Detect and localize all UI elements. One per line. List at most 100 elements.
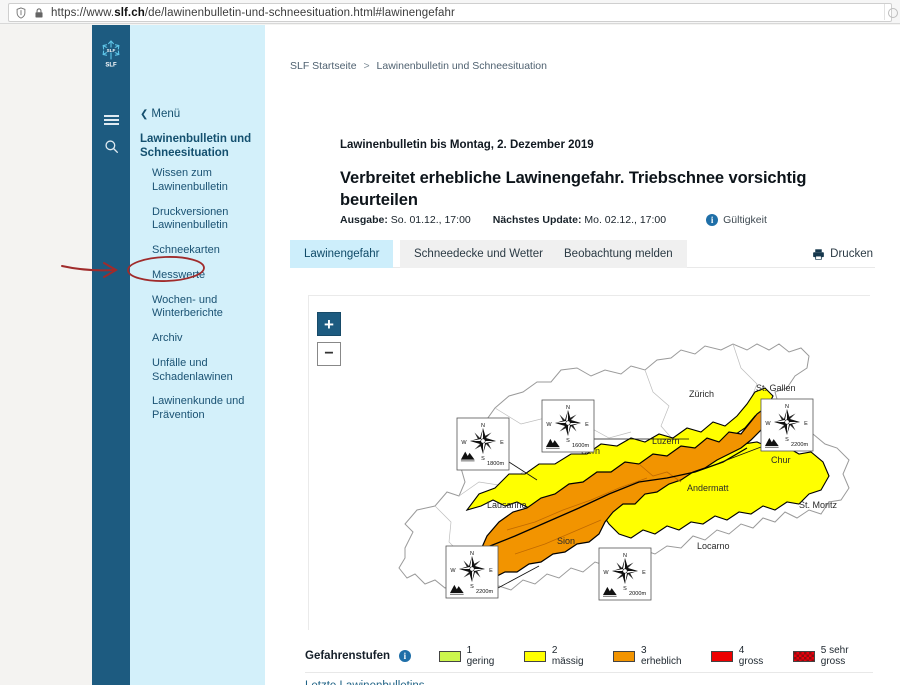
browser-toolbar: https://www.slf.ch/de/lawinenbulletin-un… (0, 0, 900, 24)
toolbar-overflow[interactable] (884, 4, 898, 20)
compass-s-label: S (623, 586, 627, 592)
tab-beobachtung[interactable]: Beobachtung melden (550, 240, 687, 268)
compass-s-label: S (470, 584, 474, 590)
sidebar-item-wissen[interactable]: Wissen zum Lawinenbulletin (152, 167, 228, 193)
leader-wallis (497, 565, 540, 589)
compass-n-label: N (481, 423, 485, 429)
city-label-stgallen: St. Gallen (756, 383, 796, 393)
sidebar-item-druckversionen[interactable]: Druckversionen Lawinenbulletin (152, 205, 229, 232)
legend-label-4: 4 gross (738, 645, 764, 667)
slf-logo[interactable]: SLF SLF (92, 31, 130, 79)
city-label-andermatt: Andermatt (687, 483, 729, 493)
url-text: https://www.slf.ch/de/lawinenbulletin-un… (51, 6, 455, 19)
compass-s-label: S (481, 456, 485, 462)
bulletin-date: Lawinenbulletin bis Montag, 2. Dezember … (340, 139, 594, 151)
compass-e-label: E (804, 421, 808, 427)
navigation-rail: SLF SLF (92, 25, 130, 685)
legend-title: Gefahrenstufen (305, 650, 390, 662)
sidebar-item-lawinenkunde[interactable]: Lawinenkunde und Prävention (152, 395, 245, 421)
breadcrumb-separator: > (363, 60, 370, 72)
tab-schneedecke[interactable]: Schneedecke und Wetter (400, 240, 557, 268)
sidebar-item-schneekarten[interactable]: Schneekarten (152, 244, 220, 256)
validity-link[interactable]: i Gültigkeit (706, 214, 767, 226)
menu-back-label: Menü (151, 108, 181, 120)
sidebar-nav-list: Wissen zum Lawinenbulletin Druckversione… (152, 167, 264, 434)
info-icon: i (706, 214, 719, 226)
compass-e-label: E (489, 568, 493, 574)
info-icon[interactable]: i (399, 650, 411, 662)
address-bar[interactable]: https://www.slf.ch/de/lawinenbulletin-un… (8, 3, 892, 22)
validity-label: Gültigkeit (723, 214, 767, 226)
tab-lawinengefahr[interactable]: Lawinengefahr (290, 240, 394, 268)
legend-label-5: 5 sehr gross (820, 645, 849, 667)
menu-back-link[interactable]: ❮ Menü (140, 108, 180, 120)
compass-box-wallis: N E S W 2200m (445, 545, 499, 599)
legend-swatch-5 (793, 650, 815, 662)
city-label-lausanne: Lausanne (487, 500, 527, 510)
compass-box-tessin: N E S W 2000m (598, 547, 652, 601)
compass-w-label: W (603, 570, 609, 576)
web-page: SLF SLF ❮ Menü Lawinenbulletin und Schnee… (0, 25, 900, 685)
legend-item-1: 1 gering (438, 645, 502, 667)
compass-w-label: W (765, 421, 771, 427)
legend-label-2: 2 mässig (551, 645, 584, 667)
tab-bar: Lawinengefahr Schneedecke und Wetter Beo… (290, 240, 875, 268)
legend-swatch-1 (438, 650, 461, 662)
burger-lines (103, 113, 119, 127)
print-button[interactable]: Drucken (812, 244, 873, 264)
switzerland-map: Zürich St. Gallen Luzern Bern Chur Lausa… (309, 296, 871, 631)
section-sidebar: ❮ Menü Lawinenbulletin und Schneesituatio… (130, 25, 265, 685)
compass-s-label: S (785, 437, 789, 443)
altitude-label-tessin: 2000m (629, 591, 646, 597)
legend-item-2: 2 mässig (524, 645, 591, 667)
print-label: Drucken (830, 248, 873, 260)
map-zoom-out-button[interactable]: − (317, 342, 341, 366)
map-zoom-in-button[interactable]: + (317, 312, 341, 336)
printer-icon (813, 248, 825, 260)
breadcrumb-home[interactable]: SLF Startseite (290, 60, 357, 72)
hamburger-menu-icon[interactable] (92, 107, 130, 133)
city-label-locarno: Locarno (697, 541, 730, 551)
compass-n-label: N (470, 551, 474, 557)
compass-e-label: E (585, 422, 589, 428)
next-update-label: Nächstes Update: (492, 214, 582, 226)
compass-n-label: N (623, 553, 627, 559)
chevron-left-icon: ❮ (140, 109, 149, 120)
legend-swatch-2 (524, 650, 546, 662)
issue-label: Ausgabe: (340, 214, 388, 226)
leader-bern (508, 461, 538, 481)
legend-label-1: 1 gering (466, 645, 495, 667)
legend-items: 1 gering 2 mässig 3 erheblich 4 gross 5 … (438, 645, 875, 667)
legend-swatch-3 (613, 650, 635, 662)
sidebar-item-wochenberichte[interactable]: Wochen- und Winterberichte (152, 293, 223, 320)
shield-icon[interactable] (15, 6, 27, 19)
city-label-chur: Chur (771, 455, 791, 465)
danger-zone-level3 (478, 407, 770, 579)
compass-e-label: E (642, 570, 646, 576)
issue-info: Ausgabe: So. 01.12., 17:00 (340, 214, 471, 226)
legend-divider (305, 672, 873, 673)
next-update-info: Nächstes Update: Mo. 02.12., 17:00 (493, 214, 666, 226)
sidebar-item-archiv[interactable]: Archiv (152, 332, 183, 344)
sidebar-item-messwerte[interactable]: Messwerte (152, 268, 206, 281)
page-title: Verbreitet erhebliche Lawinengefahr. Tri… (340, 169, 807, 209)
compass-s-label: S (566, 438, 570, 444)
altitude-label-graubuenden: 2200m (791, 442, 808, 448)
breadcrumb-current: Lawinenbulletin und Schneesituation (376, 60, 547, 72)
legend-item-3: 3 erheblich (613, 645, 689, 667)
sidebar-item-unfaelle[interactable]: Unfälle und Schadenlawinen (152, 356, 233, 383)
legend-label-3: 3 erheblich (640, 645, 682, 667)
compass-w-label: W (461, 440, 467, 446)
last-bulletins-link[interactable]: Letzte Lawinenbulletins (305, 680, 425, 685)
slf-wordmark: SLF (105, 63, 117, 69)
search-icon[interactable] (92, 133, 130, 159)
bulletin-meta: Ausgabe: So. 01.12., 17:00 Nächstes Upda… (340, 214, 810, 226)
danger-level-legend: Gefahrenstufen i 1 gering 2 mässig 3 erh… (305, 645, 875, 667)
avalanche-danger-map[interactable]: Zürich St. Gallen Luzern Bern Chur Lausa… (308, 295, 871, 631)
city-label-zuerich: Zürich (689, 389, 714, 399)
magnifier-glyph (104, 139, 118, 153)
breadcrumb: SLF Startseite > Lawinenbulletin und Sch… (290, 60, 547, 72)
snowflake-icon: SLF SLF (102, 40, 120, 69)
compass-box-graubuenden: N E S W 2200m (760, 398, 814, 452)
region-boundary (484, 447, 748, 549)
